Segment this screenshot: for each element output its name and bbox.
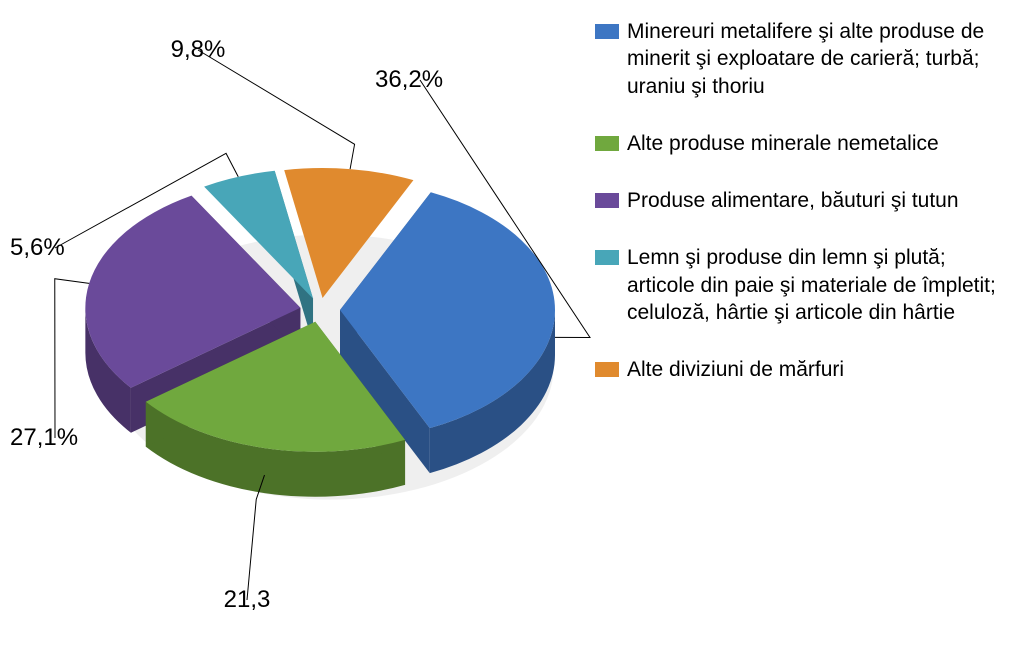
leader-line — [198, 50, 355, 169]
legend-item: Alte diviziuni de mărfuri — [595, 356, 1010, 383]
legend-item: Produse alimentare, băuturi şi tutun — [595, 187, 1010, 214]
legend: Minereuri metalifere şi alte produse de … — [595, 18, 1010, 414]
pie-chart-svg — [0, 0, 620, 645]
data-label: 5,6% — [10, 234, 65, 262]
legend-label: Lemn şi produse din lemn şi plută; artic… — [627, 244, 1010, 326]
data-label: 36,2% — [375, 66, 443, 94]
legend-marker — [595, 362, 619, 377]
legend-label: Alte produse minerale nemetalice — [627, 130, 1010, 157]
data-label: 27,1% — [10, 424, 78, 452]
legend-label: Alte diviziuni de mărfuri — [627, 356, 1010, 383]
legend-marker — [595, 136, 619, 151]
data-label: 21,3 — [224, 586, 271, 614]
legend-marker — [595, 24, 619, 39]
legend-item: Alte produse minerale nemetalice — [595, 130, 1010, 157]
legend-marker — [595, 250, 619, 265]
pie-chart-area — [0, 0, 620, 645]
legend-item: Minereuri metalifere şi alte produse de … — [595, 18, 1010, 100]
data-label: 9,8% — [171, 36, 226, 64]
leader-line — [55, 279, 89, 438]
chart-container: Minereuri metalifere şi alte produse de … — [0, 0, 1024, 645]
legend-label: Minereuri metalifere şi alte produse de … — [627, 18, 1010, 100]
legend-marker — [595, 193, 619, 208]
leader-line — [247, 475, 265, 600]
legend-item: Lemn şi produse din lemn şi plută; artic… — [595, 244, 1010, 326]
legend-label: Produse alimentare, băuturi şi tutun — [627, 187, 1010, 214]
